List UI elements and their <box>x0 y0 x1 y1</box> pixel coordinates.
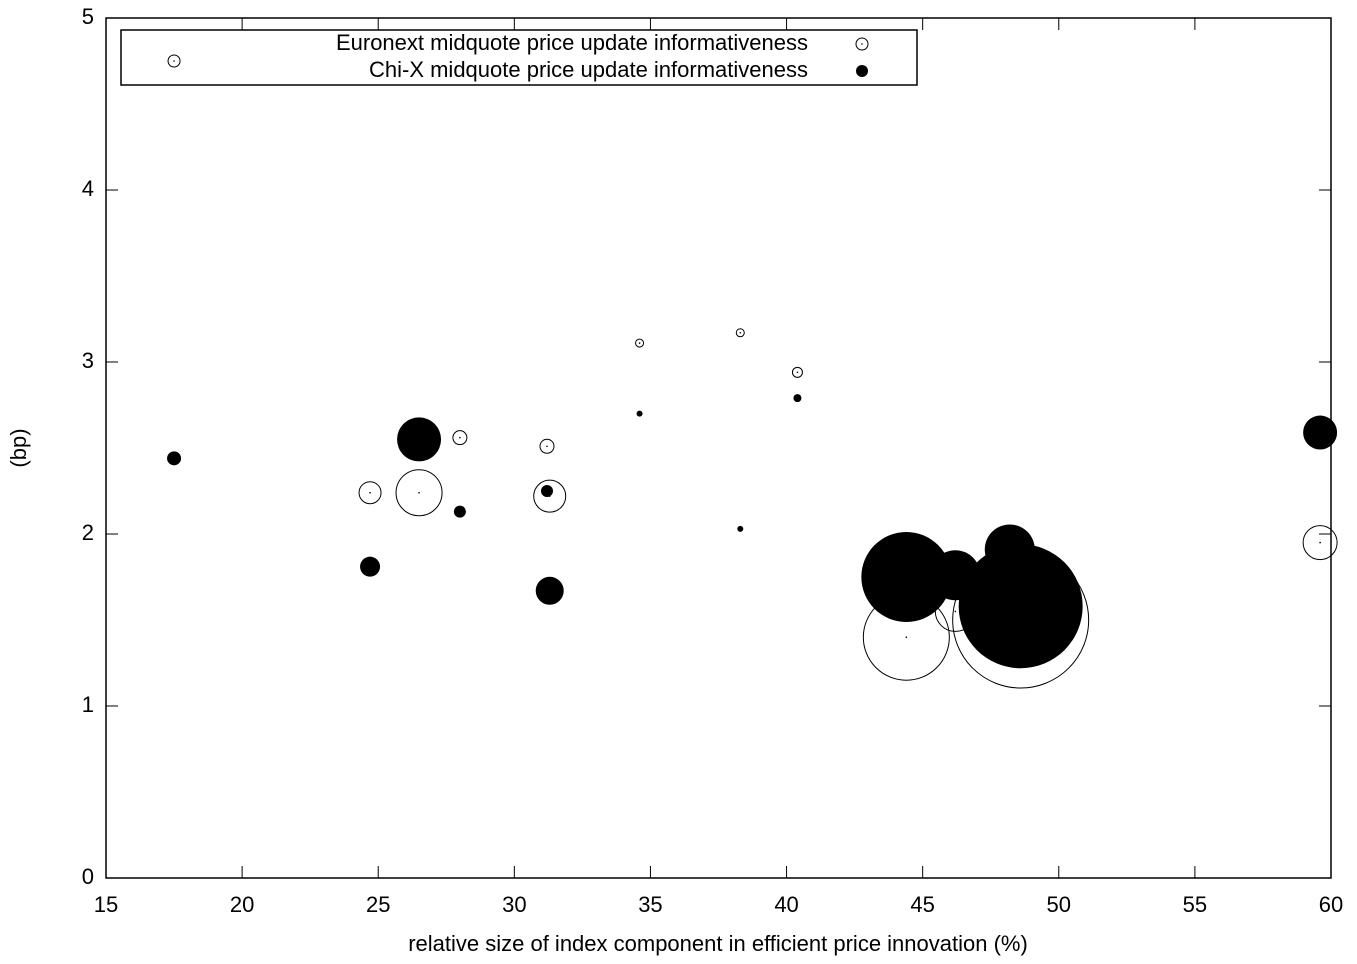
legend-swatch <box>855 37 869 51</box>
bubble-center <box>1319 541 1321 544</box>
y-tick-label: 0 <box>82 864 94 889</box>
bubble-center <box>459 436 461 439</box>
bubble <box>861 532 952 622</box>
bubble-fill <box>360 556 381 577</box>
bubble <box>1303 415 1338 450</box>
legend-box <box>120 29 918 86</box>
bubble <box>636 410 643 417</box>
bubble-center <box>796 371 799 374</box>
bubble <box>737 525 744 532</box>
bubble <box>1302 525 1338 561</box>
bubble-fill <box>793 394 802 403</box>
bubble-fill <box>397 417 442 462</box>
bubble-center <box>905 636 908 638</box>
y-tick-label: 1 <box>82 692 94 717</box>
bubble-fill <box>636 410 643 417</box>
bubble <box>635 338 645 348</box>
bubble <box>358 481 382 505</box>
bubble <box>360 556 381 577</box>
bubble-ring <box>791 366 803 378</box>
bubble-fill <box>737 525 744 532</box>
y-tick-label: 2 <box>82 520 94 545</box>
bubble-ring <box>452 430 468 446</box>
y-tick-label: 4 <box>82 176 94 201</box>
bubble <box>791 366 803 378</box>
bubble-center <box>739 331 742 334</box>
x-tick-label: 40 <box>774 892 798 917</box>
bubble-fill <box>535 576 564 605</box>
bubble <box>539 438 555 454</box>
bubble-center <box>638 342 641 344</box>
bubble <box>535 576 564 605</box>
bubble-center <box>954 610 957 613</box>
bubble <box>397 417 442 462</box>
bubble-center <box>546 445 548 448</box>
bubble-center <box>418 491 420 494</box>
bubble-center <box>369 491 371 494</box>
legend-swatch <box>856 65 868 77</box>
bubble-fill <box>958 544 1083 669</box>
x-tick-label: 30 <box>502 892 526 917</box>
bubble <box>453 505 466 518</box>
bubble-fill <box>453 505 466 518</box>
x-axis-label: relative size of index component in effi… <box>408 931 1028 956</box>
bubble-ring <box>358 481 382 505</box>
x-tick-label: 15 <box>94 892 118 917</box>
plot-frame <box>105 17 1332 879</box>
bubble <box>958 544 1083 669</box>
x-tick-label: 25 <box>366 892 390 917</box>
bubble <box>452 430 468 446</box>
bubble <box>793 394 802 403</box>
bubble <box>735 328 745 338</box>
x-tick-label: 35 <box>638 892 662 917</box>
legend-label: Euronext midquote price update informati… <box>336 30 808 55</box>
bubble-fill <box>167 451 182 466</box>
bubble-ring <box>533 479 567 513</box>
x-tick-label: 60 <box>1319 892 1343 917</box>
legend-label: Chi-X midquote price update informativen… <box>369 57 808 82</box>
bubble-center <box>173 60 175 62</box>
x-tick-label: 55 <box>1183 892 1207 917</box>
bubble-ring <box>167 54 181 68</box>
bubble <box>167 451 182 466</box>
bubble-ring <box>539 438 555 454</box>
bubble-ring <box>395 469 443 517</box>
x-tick-label: 20 <box>230 892 254 917</box>
x-tick-label: 45 <box>910 892 934 917</box>
bubble-fill <box>1303 415 1338 450</box>
bubble-ring <box>1302 525 1338 561</box>
bubble-fill <box>861 532 952 622</box>
x-tick-label: 50 <box>1047 892 1071 917</box>
bubble <box>395 469 443 517</box>
legend-swatch-center <box>861 43 863 45</box>
bubble-ring <box>635 338 645 348</box>
bubble <box>541 485 553 497</box>
y-axis-label: (bp) <box>6 428 31 467</box>
bubble <box>167 54 181 68</box>
bubble-ring <box>735 328 745 338</box>
bubble-fill <box>541 485 553 497</box>
y-tick-label: 5 <box>82 4 94 29</box>
y-tick-label: 3 <box>82 348 94 373</box>
